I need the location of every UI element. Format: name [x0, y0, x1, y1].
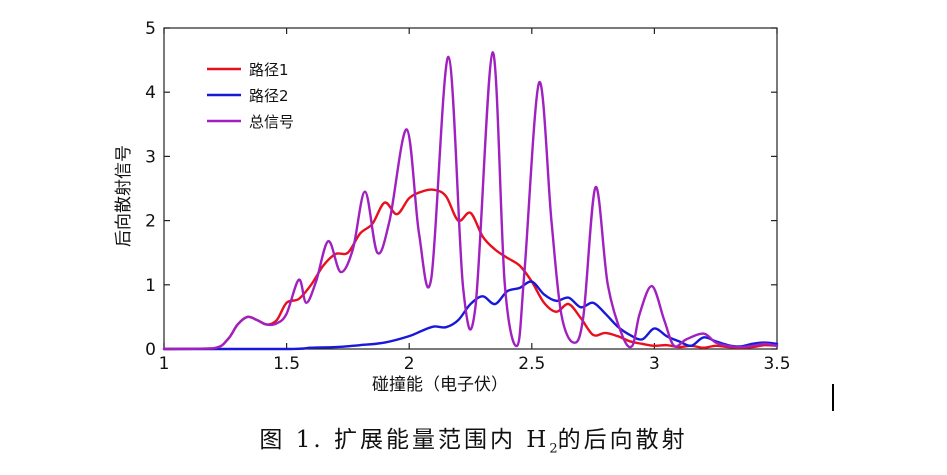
x-tick-label: 2.5: [518, 354, 545, 374]
caption-main: 图 1. 扩展能量范围内 H: [259, 427, 550, 453]
x-tick-label: 3: [649, 354, 660, 374]
series-group: [162, 51, 779, 351]
series-line-1: [162, 188, 779, 351]
legend-label: 路径1: [249, 61, 289, 79]
x-tick-label: 2: [404, 354, 415, 374]
plot-frame: [163, 27, 778, 350]
y-tick-label: 0: [145, 340, 156, 360]
figure-caption: 图 1. 扩展能量范围内 H2的后向散射: [0, 420, 947, 457]
series-line-3: [162, 51, 779, 351]
legend-label: 路径2: [249, 87, 289, 105]
caption-tail: 的后向散射: [557, 427, 688, 453]
y-tick-label: 5: [145, 19, 156, 39]
caption-subscript: 2: [549, 441, 558, 457]
series-line-2: [162, 280, 779, 351]
y-axis-title: 后向散射信号: [114, 145, 134, 247]
x-tick-label: 1: [159, 354, 170, 374]
legend: 路径1 路径2 总信号: [207, 61, 294, 131]
y-tick-label: 1: [145, 276, 156, 296]
y-tick-label: 4: [145, 83, 156, 103]
y-tick-label: 3: [145, 147, 156, 167]
x-tick-label: 3.5: [763, 354, 790, 374]
legend-label: 总信号: [249, 113, 294, 131]
x-axis: 1 1.5 2 2.5 3 3.5: [159, 28, 791, 374]
x-tick-label: 1.5: [273, 354, 300, 374]
y-tick-label: 2: [145, 212, 156, 232]
text-cursor: [832, 384, 834, 411]
x-axis-title: 碰撞能（电子伏）: [372, 375, 508, 395]
